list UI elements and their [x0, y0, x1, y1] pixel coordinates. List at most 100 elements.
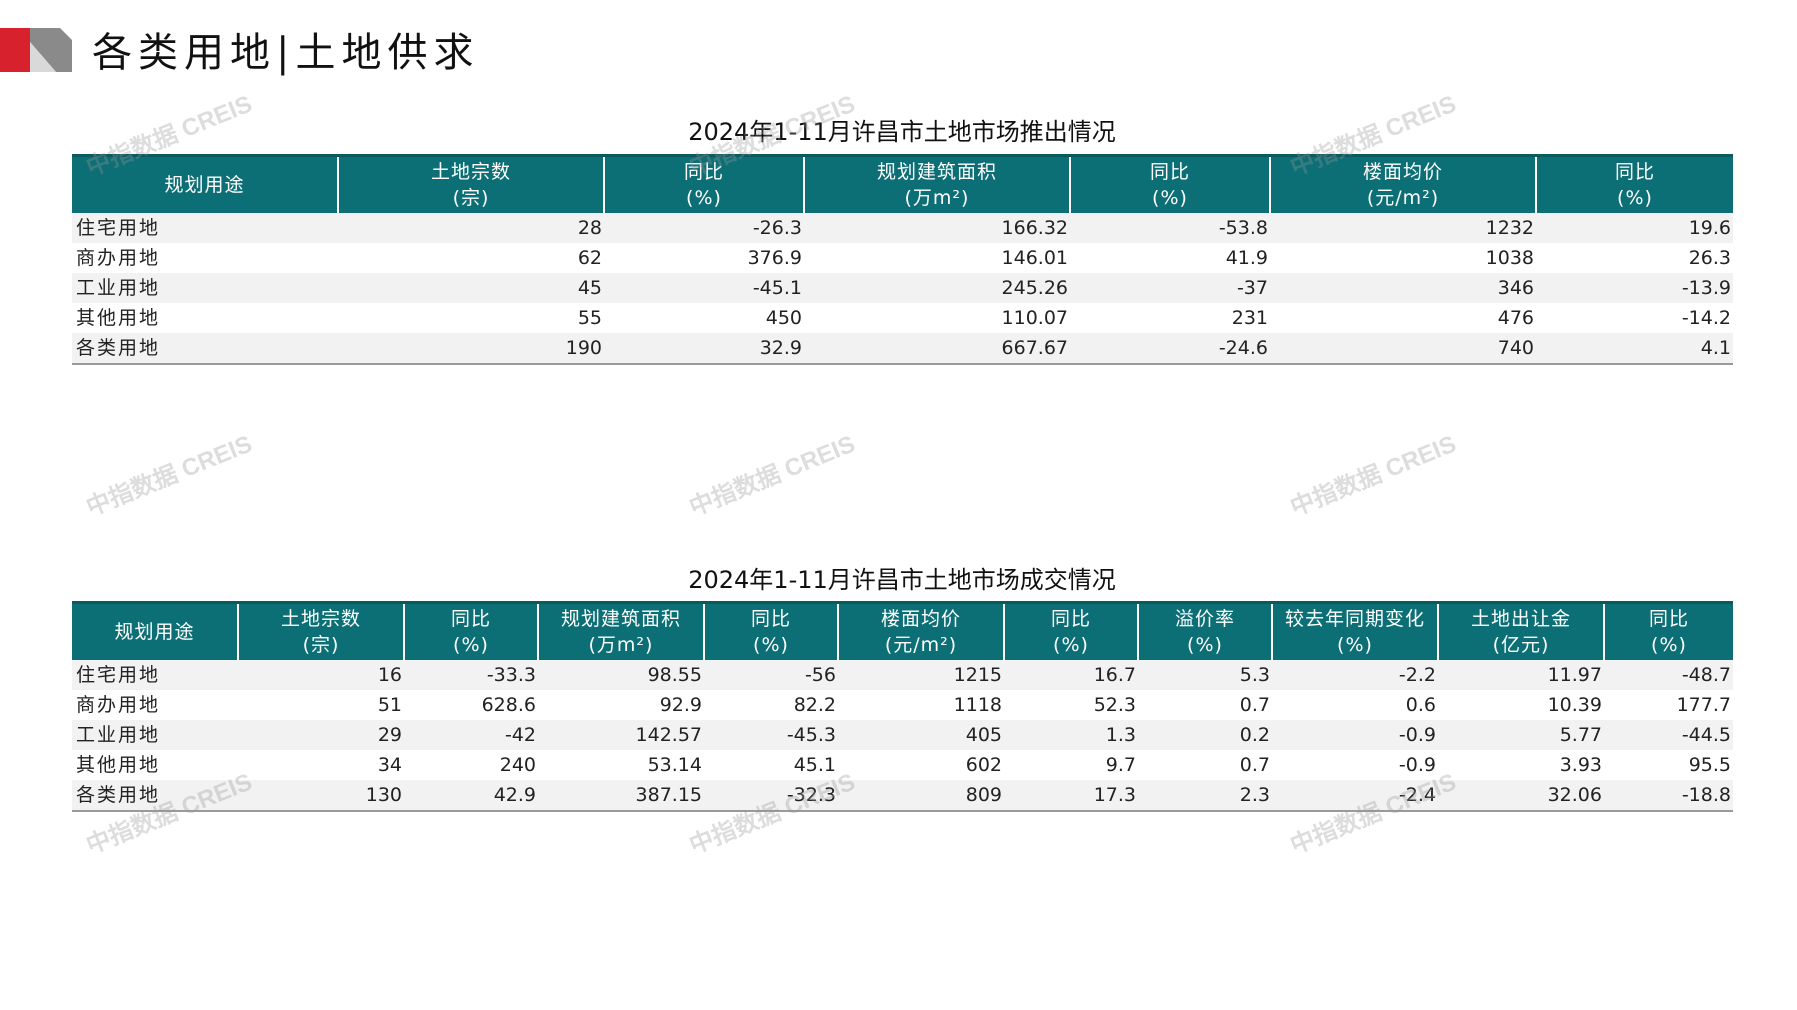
header-unit: (%): [686, 187, 722, 209]
value-cell: 45: [338, 273, 604, 303]
deals-header-cell: 土地出让金 (亿元): [1437, 601, 1604, 660]
value-cell: 3.93: [1559, 754, 1602, 776]
value-cell: 240: [499, 754, 536, 776]
value-cell: 190: [338, 333, 604, 365]
supply-header-cell: 规划建筑面积 (万m²): [803, 154, 1070, 213]
value-cell: 166.32: [804, 213, 1070, 243]
value-cell: -14.2: [1681, 307, 1731, 329]
value-cell: -2.4: [1272, 780, 1438, 812]
value-cell: 95.5: [1688, 754, 1731, 776]
header-label: 土地宗数: [280, 608, 361, 630]
header-label: 同比: [1149, 161, 1190, 183]
table-row: 工业用地 45 -45.1 245.26 -37 346 -13.9: [72, 273, 1733, 303]
value-cell: 98.55: [538, 660, 704, 690]
value-cell: 16.7: [1004, 660, 1138, 690]
value-cell: -53.8: [1070, 213, 1270, 243]
value-cell: 82.2: [793, 694, 836, 716]
value-cell: 0.6: [1405, 694, 1436, 716]
value-cell: 387.15: [538, 780, 704, 812]
deals-header-cell: 规划建筑面积 (万m²): [537, 601, 704, 660]
value-cell: 41.9: [1225, 247, 1268, 269]
header-unit: (%): [1337, 634, 1373, 656]
value-cell: 0.2: [1138, 720, 1272, 750]
value-cell: 2.3: [1138, 780, 1272, 812]
value-cell: -48.7: [1604, 660, 1733, 690]
header-label: 溢价率: [1174, 608, 1235, 630]
value-cell: 17.3: [1004, 780, 1138, 812]
supply-header-cell: 楼面均价 (元/m²): [1269, 154, 1536, 213]
land-use-cell: 工业用地: [72, 720, 238, 750]
supply-header-cell: 同比 (%): [1069, 154, 1270, 213]
value-cell: 1232: [1270, 213, 1536, 243]
table-row: 各类用地 190 32.9 667.67 -24.6 740 4.1: [72, 333, 1733, 365]
value-cell: -26.3: [604, 213, 804, 243]
land-use-cell: 工业用地: [72, 273, 338, 303]
header-unit: (%): [753, 634, 789, 656]
value-cell: 450: [765, 307, 802, 329]
value-cell: 28: [338, 213, 604, 243]
value-cell: 53.14: [647, 754, 702, 776]
value-cell: 0.7: [1239, 694, 1270, 716]
supply-header-row: 规划用途 土地宗数 (宗) 同比 (%) 规划建筑面积 (万m²) 同比 (%) 楼面均价 (元/m…: [72, 154, 1733, 213]
land-use-cell: 住宅用地: [72, 660, 238, 690]
value-cell: 376.9: [747, 247, 802, 269]
header-unit: (万m²): [904, 187, 970, 209]
header-label: 规划用途: [114, 621, 195, 643]
table-row: 住宅用地 16 -33.3 98.55 -56 1215 16.7 5.3 -2.2 11.97-…: [72, 660, 1733, 690]
value-cell: 231: [1231, 307, 1268, 329]
table-row: 其他用地 34 240 53.14 45.1 602 9.7 0.7 -0.9 3.93 95.5: [72, 750, 1733, 780]
deals-header-cell: 溢价率 (%): [1137, 601, 1272, 660]
header-label: 同比: [450, 608, 491, 630]
value-cell: 628.6: [481, 694, 536, 716]
value-cell: 476: [1497, 307, 1534, 329]
header-unit: (%): [453, 634, 489, 656]
header-label: 规划用途: [164, 174, 245, 196]
deals-header-cell: 规划用途: [72, 601, 238, 660]
header-label: 规划建筑面积: [876, 161, 997, 183]
header-label: 规划建筑面积: [560, 608, 681, 630]
header-label: 楼面均价: [880, 608, 961, 630]
value-cell: 405: [838, 720, 1004, 750]
watermark-text: 中指数据 CREIS: [82, 430, 256, 522]
value-cell: 346: [1270, 273, 1536, 303]
value-cell: -44.5: [1604, 720, 1733, 750]
value-cell: 1038: [1485, 247, 1534, 269]
value-cell: 130: [238, 780, 404, 812]
value-cell: 11.97: [1438, 660, 1604, 690]
deals-table-title: 2024年1-11月许昌市土地市场成交情况: [688, 566, 1116, 594]
supply-table: 规划用途 土地宗数 (宗) 同比 (%) 规划建筑面积 (万m²) 同比 (%) 楼面均价 (元/m…: [72, 154, 1733, 365]
header-unit: (%): [1187, 634, 1223, 656]
value-cell: 142.57: [538, 720, 704, 750]
header-unit: (%): [1053, 634, 1089, 656]
value-cell: 1215: [838, 660, 1004, 690]
supply-header-cell: 同比 (%): [1535, 154, 1733, 213]
header-label: 同比: [683, 161, 724, 183]
value-cell: 32.9: [604, 333, 804, 365]
value-cell: -32.3: [704, 780, 838, 812]
value-cell: -13.9: [1536, 273, 1733, 303]
value-cell: 245.26: [804, 273, 1070, 303]
deals-header-cell: 楼面均价 (元/m²): [837, 601, 1004, 660]
header-label: 同比: [1648, 608, 1689, 630]
header-label: 楼面均价: [1362, 161, 1443, 183]
watermark-text: 中指数据 CREIS: [1286, 430, 1460, 522]
land-use-cell: 各类用地: [72, 780, 238, 812]
value-cell: -24.6: [1070, 333, 1270, 365]
page-title: 各类用地|土地供求: [92, 30, 480, 76]
value-cell: 62: [577, 247, 602, 269]
value-cell: -37: [1070, 273, 1270, 303]
land-use-cell: 其他用地: [76, 307, 161, 329]
land-use-cell: 商办用地: [76, 694, 161, 716]
value-cell: 42.9: [404, 780, 538, 812]
value-cell: 0.7: [1239, 754, 1270, 776]
value-cell: 32.06: [1438, 780, 1604, 812]
table-row: 工业用地 29 -42 142.57 -45.3 405 1.3 0.2 -0.9 5.77 -44…: [72, 720, 1733, 750]
value-cell: -2.2: [1272, 660, 1438, 690]
table-row: 住宅用地 28 -26.3 166.32 -53.8 1232 19.6: [72, 213, 1733, 243]
watermark-text: 中指数据 CREIS: [685, 430, 859, 522]
brand-logo-icon: [0, 28, 72, 72]
header-label: 土地宗数: [430, 161, 511, 183]
value-cell: 9.7: [1105, 754, 1136, 776]
deals-header-cell: 同比 (%): [403, 601, 538, 660]
value-cell: 740: [1270, 333, 1536, 365]
